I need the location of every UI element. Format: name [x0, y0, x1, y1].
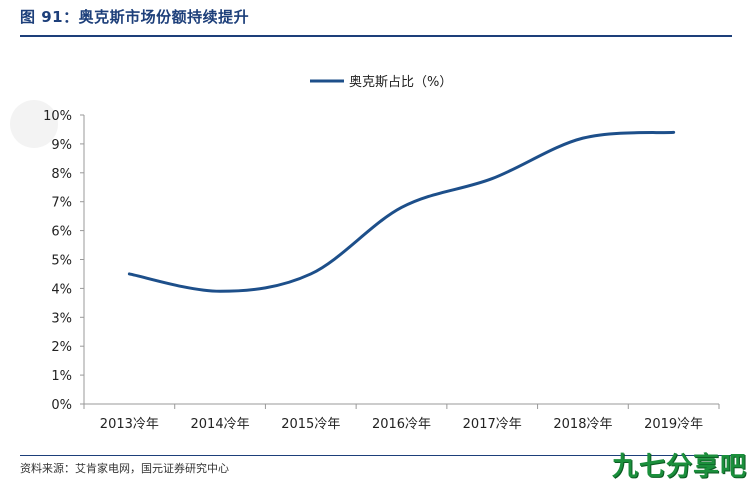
x-axis: 2013冷年 2014冷年 2015冷年 2016冷年 2017冷年 2018冷年 2019…: [83, 403, 720, 432]
y-tick-label: 8%: [51, 167, 72, 182]
data-point-5: [581, 137, 584, 140]
y-tick-label: 0%: [51, 398, 72, 413]
y-tick-label: 7%: [51, 196, 72, 211]
data-point-0: [128, 272, 131, 275]
y-axis: 0% 1% 2% 3% 4% 5% 6% 7% 8% 9% 10%: [43, 109, 85, 413]
data-point-3: [400, 206, 403, 209]
y-tick-label: 2%: [51, 340, 72, 355]
x-tick-label: 2019冷年: [644, 417, 703, 432]
series-line-aux-share: [127, 130, 676, 293]
source-divider: [20, 455, 732, 456]
source-note: 资料来源：艾肯家电网，国元证券研究中心: [20, 462, 229, 475]
data-point-1: [219, 290, 222, 293]
x-tick-label: 2017冷年: [463, 417, 522, 432]
title-divider: [20, 35, 732, 37]
x-tick-label: 2016冷年: [372, 417, 431, 432]
y-tick-label: 1%: [51, 369, 72, 384]
y-tick-label: 3%: [51, 311, 72, 326]
data-points: [128, 131, 675, 293]
y-tick-label: 6%: [51, 225, 72, 240]
data-point-2: [309, 272, 312, 275]
data-point-4: [491, 177, 494, 180]
figure-title: 图 91：奥克斯市场份额持续提升: [20, 8, 250, 26]
x-tick-label: 2018冷年: [553, 417, 612, 432]
x-tick-label: 2013冷年: [100, 417, 159, 432]
y-tick-label: 10%: [43, 109, 72, 124]
data-point-6: [672, 131, 675, 134]
legend-label: 奥克斯占比（%）: [349, 75, 452, 90]
decorative-circle: [10, 100, 58, 148]
x-tick-label: 2015冷年: [281, 417, 340, 432]
y-tick-label: 9%: [51, 138, 72, 153]
y-tick-label: 5%: [51, 254, 72, 269]
watermark-logo: 九七分享吧: [612, 452, 748, 482]
legend: 奥克斯占比（%）: [310, 75, 452, 90]
y-tick-label: 4%: [51, 282, 72, 297]
x-tick-label: 2014冷年: [191, 417, 250, 432]
